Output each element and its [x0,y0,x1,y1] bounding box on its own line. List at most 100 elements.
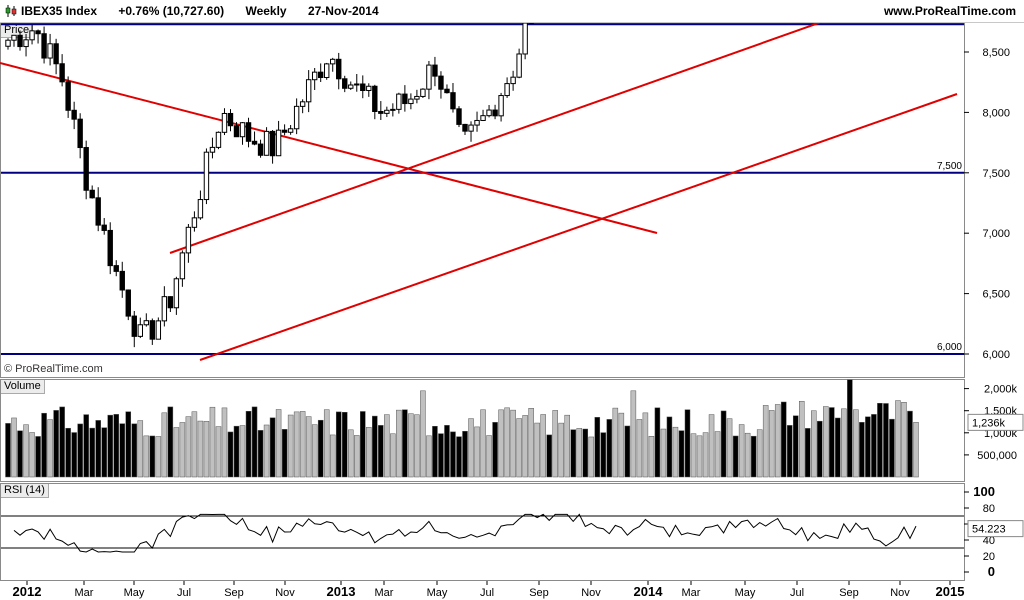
volume-bar [606,419,613,478]
volume-bar [624,425,631,478]
candle-body [17,34,23,48]
candle-body [125,289,131,317]
candle-body [414,95,420,100]
rsi-tick-label: 20 [983,551,995,563]
volume-bar [335,411,342,478]
volume-bar [438,433,444,478]
candle-body [281,129,288,133]
volume-bar [53,410,59,478]
volume-bar [811,410,817,478]
volume-bar [137,420,144,478]
volume-bar [835,417,841,478]
x-tick-label: Nov [581,587,601,599]
volume-bar [167,406,174,478]
volume-bar [907,410,913,478]
volume-bar [408,413,414,478]
candle-body [209,146,216,153]
candle-body [257,143,264,156]
candle-body [113,265,119,272]
volume-bar [805,428,811,478]
volume-bar [901,402,907,478]
candle-body [275,129,282,157]
volume-bar [654,407,661,478]
candle-body [330,58,336,65]
price-tick-label: 6,000 [982,349,1010,361]
volume-bar [89,427,95,478]
candle-body [251,140,258,145]
candle-body [336,58,342,80]
volume-bar [197,420,204,478]
volume-bar [41,412,47,478]
volume-bar [384,414,390,478]
volume-bar [829,407,835,478]
volume-tick-label: 2,000k [984,384,1018,396]
candle-body [516,53,522,78]
candle-body [245,122,252,142]
candle-body [29,30,35,41]
volume-bar [762,405,769,478]
x-tick-label: 2015 [936,584,965,599]
level-label: 6,000 [937,342,962,353]
candle-body [47,43,53,59]
volume-bar [131,423,138,478]
volume-bar [173,427,180,478]
candle-body [221,112,228,133]
volume-bar [666,416,673,478]
volume-bar [642,412,649,478]
volume-bar [287,414,294,478]
volume-bar [456,436,462,478]
volume-bar [780,401,787,478]
candle-body [137,324,143,337]
volume-bar [889,418,895,478]
rsi-tick-label: 80 [983,503,995,515]
volume-bar [233,425,240,478]
volume-bar [726,418,733,478]
candle-body [480,115,486,121]
volume-bar [552,410,558,478]
volume-panel-label: Volume [1,380,45,394]
volume-bar [450,431,456,478]
volume-bar [47,419,53,478]
candle-body [179,252,186,280]
candle-body [197,199,204,219]
volume-bar [263,424,270,478]
candle-body [89,189,95,199]
volume-bar [185,416,192,478]
volume-bar [841,408,847,478]
trend-line [169,23,822,254]
volume-bar [329,434,336,478]
candle-body [468,124,474,132]
volume-bar [281,429,288,478]
candle-body [444,88,450,94]
candle-body [155,320,162,340]
candlestick-icon [5,5,17,17]
volume-bar [817,420,823,478]
volume-bar [305,416,312,478]
volume-bar [95,420,101,478]
candle-body [317,71,324,79]
volume-bar [684,409,691,478]
volume-bar [600,432,607,478]
x-tick-label: Sep [839,587,859,599]
volume-bar [738,424,745,478]
candle-body [65,81,71,111]
volume-bar [630,390,637,478]
rsi-tick-label: 0 [988,564,995,579]
price-tick-label: 7,000 [982,228,1010,240]
volume-bar [396,409,402,478]
candle-body [522,23,528,55]
volume-bar [871,414,877,478]
price-tick-label: 8,500 [982,47,1010,59]
brand-link[interactable]: www.ProRealTime.com [883,4,1016,18]
volume-bar [323,409,330,478]
volume-bar [245,410,252,478]
instrument-name: IBEX35 Index [21,4,98,18]
candle-body [504,83,510,97]
volume-bar [877,403,883,478]
candle-body [426,64,432,90]
volume-bar [756,429,763,478]
x-tick-label: 2012 [13,584,42,599]
volume-bar [702,432,709,478]
volume-bar [678,430,685,478]
volume-bar [774,404,781,478]
